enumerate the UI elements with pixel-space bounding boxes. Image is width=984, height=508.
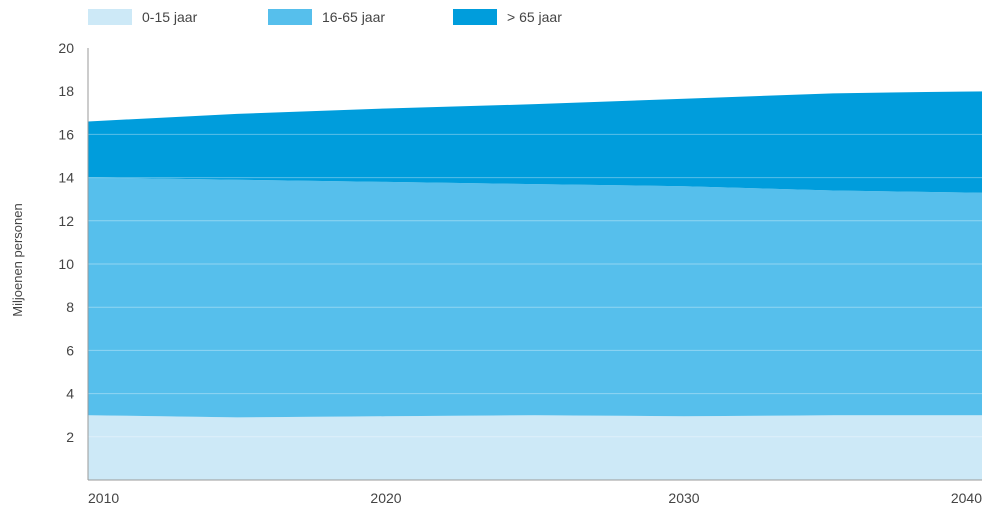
y-tick-label-4: 4 — [66, 386, 74, 402]
legend: 0-15 jaar 16-65 jaar > 65 jaar — [88, 9, 562, 25]
y-tick-label-20: 20 — [58, 40, 74, 56]
area-series-1 — [88, 177, 982, 418]
legend-swatch-0-15 — [88, 9, 132, 25]
y-tick-label-10: 10 — [58, 256, 74, 272]
y-tick-label-12: 12 — [58, 213, 74, 229]
area-series-2 — [88, 91, 982, 193]
x-tick-label-2040: 2040 — [951, 490, 982, 506]
legend-swatch-65-plus — [453, 9, 497, 25]
y-axis-label: Miljoenen personen — [10, 203, 25, 317]
y-tick-label-18: 18 — [58, 83, 74, 99]
legend-item-16-65: 16-65 jaar — [268, 9, 453, 25]
x-tick-label-2010: 2010 — [88, 490, 119, 506]
legend-label-65-plus: > 65 jaar — [507, 9, 562, 25]
y-tick-label-16: 16 — [58, 126, 74, 142]
legend-label-16-65: 16-65 jaar — [322, 9, 386, 25]
y-tick-label-14: 14 — [58, 170, 74, 186]
x-tick-label-2020: 2020 — [370, 490, 401, 506]
legend-label-0-15: 0-15 jaar — [142, 9, 198, 25]
area-series-0 — [88, 415, 982, 480]
y-tick-label-6: 6 — [66, 342, 74, 358]
legend-item-0-15: 0-15 jaar — [88, 9, 268, 25]
y-tick-label-2: 2 — [66, 429, 74, 445]
legend-swatch-16-65 — [268, 9, 312, 25]
x-tick-label-2030: 2030 — [668, 490, 699, 506]
legend-item-65-plus: > 65 jaar — [453, 9, 562, 25]
y-tick-label-8: 8 — [66, 299, 74, 315]
